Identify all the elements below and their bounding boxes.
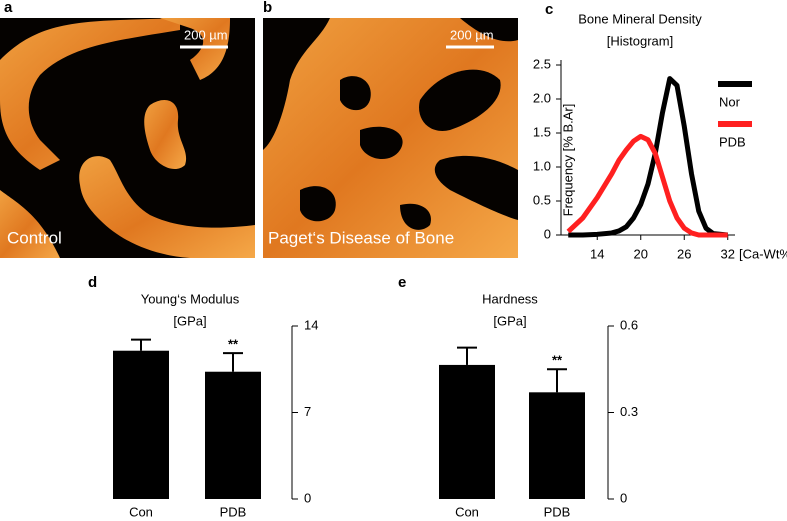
x-tick-label: Con: [455, 504, 479, 519]
bar: [439, 364, 495, 499]
y-tick-label: 0.5: [533, 192, 551, 207]
x-tick-label: Con: [129, 504, 153, 519]
x-tick-label: 14: [590, 246, 604, 261]
x-tick-label: 20: [634, 246, 648, 261]
chart-title: Young‘s Modulus: [141, 291, 240, 306]
panel-letter: d: [88, 274, 97, 291]
image-caption: Paget‘s Disease of Bone: [268, 228, 454, 247]
scale-bar-label: 200 µm: [184, 27, 228, 42]
x-tick-label: PDB: [544, 504, 571, 519]
micrograph-control: a 200 µm Control: [0, 0, 255, 258]
series-line: [568, 76, 728, 238]
bar: [113, 350, 169, 499]
significance: **: [228, 337, 239, 352]
y-tick-label: 7: [304, 404, 311, 419]
chart-subtitle: [Histogram]: [607, 33, 673, 48]
y-tick-label: 0: [544, 226, 551, 241]
panel-letter: a: [4, 0, 13, 16]
bar: [529, 392, 585, 499]
y-tick-label: 0.3: [620, 404, 638, 419]
panel-letter: e: [398, 274, 406, 291]
panel-letter: b: [263, 0, 272, 16]
image-caption: Control: [7, 228, 62, 247]
x-tick-label: PDB: [220, 504, 247, 519]
chart-subtitle: [GPa]: [493, 313, 526, 328]
series-line: [566, 133, 728, 238]
panel-letter: c: [545, 1, 553, 18]
bar: [205, 371, 261, 499]
legend-label: PDB: [719, 134, 746, 149]
x-tick-label: 26: [677, 246, 691, 261]
chart-title: Bone Mineral Density: [578, 11, 702, 26]
y-tick-label: 1.5: [533, 124, 551, 139]
y-tick-label: 1.0: [533, 158, 551, 173]
chart-title: Hardness: [482, 291, 538, 306]
x-axis-label: [Ca-Wt%]: [739, 246, 787, 261]
y-tick-label: 0.6: [620, 317, 638, 332]
micrograph-pdb: b 200 µm Paget‘s Disease of Bone: [263, 0, 518, 258]
chart-subtitle: [GPa]: [173, 313, 206, 328]
legend-label: Nor: [719, 94, 741, 109]
x-tick-label: 32: [721, 246, 735, 261]
significance: **: [552, 353, 563, 368]
y-tick-label: 14: [304, 317, 318, 332]
y-tick-label: 2.0: [533, 90, 551, 105]
y-tick-label: 2.5: [533, 56, 551, 71]
y-axis-label: Frequency [% B.Ar]: [560, 104, 575, 217]
y-tick-label: 0: [304, 490, 311, 505]
y-tick-label: 0: [620, 490, 627, 505]
scale-bar-label: 200 µm: [450, 27, 494, 42]
